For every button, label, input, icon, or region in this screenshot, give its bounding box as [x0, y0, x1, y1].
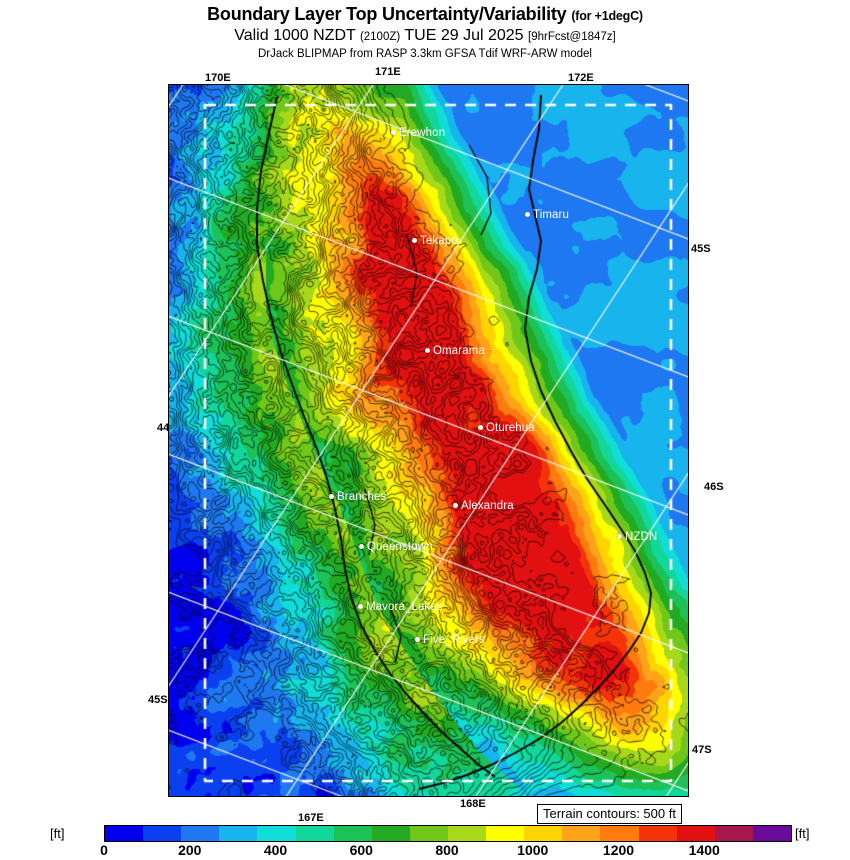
- city-dot-icon: [412, 238, 417, 244]
- city-dot-icon: [425, 348, 430, 354]
- city-marker[interactable]: Mavora_Lakes: [358, 598, 443, 616]
- lon-label-top: 170E: [205, 72, 231, 84]
- map-raster-layer: [169, 85, 688, 796]
- colorbar-tick: 0: [100, 842, 108, 858]
- valid-date: TUE 29 Jul 2025: [404, 27, 524, 44]
- colorbar-tick: 1000: [517, 842, 549, 858]
- colorbar-swatch: [219, 826, 258, 841]
- colorbar-swatch: [181, 826, 220, 841]
- city-dot-icon: [359, 544, 364, 550]
- model-source-line: DrJack BLIPMAP from RASP 3.3km GFSA Tdif…: [257, 48, 592, 60]
- city-dot-icon: [617, 534, 622, 540]
- lat-label-right: 46S: [704, 481, 724, 493]
- city-label: NZDN: [625, 530, 658, 543]
- colorbar-swatch: [295, 826, 334, 841]
- colorbar-swatch: [486, 826, 525, 841]
- colorbar-swatch: [752, 826, 791, 841]
- city-marker[interactable]: Erewhon: [391, 124, 445, 142]
- city-label: Five_Rivers: [423, 633, 485, 646]
- city-marker[interactable]: Branches: [329, 488, 386, 506]
- lat-label-right: 47S: [692, 744, 712, 756]
- city-dot-icon: [329, 494, 334, 500]
- city-marker[interactable]: NZDN: [617, 528, 657, 546]
- colorbar-tick: 800: [435, 842, 459, 858]
- city-label: Queenstown: [367, 540, 433, 553]
- title-main: Boundary Layer Top Uncertainty/Variabili…: [207, 4, 567, 24]
- page-title: Boundary Layer Top Uncertainty/Variabili…: [0, 4, 850, 26]
- colorbar-swatch: [524, 826, 563, 841]
- lon-label-top: 171E: [375, 66, 401, 78]
- city-marker[interactable]: Five_Rivers: [415, 631, 485, 649]
- lat-label-left: 45S: [148, 694, 168, 706]
- colorbar-swatch: [676, 826, 715, 841]
- city-dot-icon: [358, 604, 363, 610]
- colorbar-tick-labels: 0 200 400 600 800 1000 1200 1400: [100, 842, 792, 860]
- forecast-hour: [9hrFcst@1847z]: [528, 31, 616, 43]
- colorbar-tick: 1200: [602, 842, 635, 858]
- city-marker[interactable]: Omarama: [425, 342, 485, 360]
- valid-prefix: Valid 1000 NZDT: [234, 27, 356, 44]
- colorbar-unit-left: [ft]: [50, 826, 65, 841]
- city-label: Oturehua: [486, 421, 535, 434]
- colorbar-swatch: [447, 826, 487, 841]
- valid-time-line: Valid 1000 NZDT (2100Z) TUE 29 Jul 2025 …: [0, 26, 850, 47]
- colorbar-unit-right: [ft]: [795, 826, 810, 841]
- colorbar-swatch: [714, 826, 753, 841]
- colorbar-swatch: [409, 826, 448, 841]
- city-dot-icon: [415, 637, 420, 643]
- chart-header: Boundary Layer Top Uncertainty/Variabili…: [0, 0, 850, 61]
- colorbar-swatch: [562, 826, 601, 841]
- city-dot-icon: [525, 212, 530, 218]
- city-marker[interactable]: Oturehua: [478, 419, 535, 437]
- city-label: Timaru: [533, 208, 569, 221]
- colorbar-swatch: [600, 826, 639, 841]
- colorbar-tick: 1400: [688, 842, 720, 858]
- city-marker[interactable]: Queenstown: [359, 538, 433, 556]
- colorbar-swatch: [371, 826, 410, 841]
- colorbar-container: [ft] 0 200 400 600 800 1000 1200 1400 [ft]: [0, 820, 850, 860]
- city-dot-icon: [453, 503, 458, 509]
- colorbar-tick: 600: [349, 842, 373, 858]
- colorbar-scale[interactable]: [104, 825, 792, 842]
- colorbar-swatch: [257, 826, 296, 841]
- city-label: Alexandra: [461, 499, 514, 512]
- city-marker[interactable]: Alexandra: [453, 497, 514, 515]
- city-label: Tekapo: [420, 234, 458, 247]
- lon-label-bottom: 168E: [460, 798, 486, 810]
- terrain-contour-legend: Terrain contours: 500 ft: [537, 804, 682, 824]
- lat-label-right: 45S: [691, 243, 711, 255]
- valid-utc: (2100Z): [359, 31, 401, 43]
- city-label: Mavora_Lakes: [366, 600, 443, 613]
- colorbar-tick: 200: [178, 842, 202, 858]
- city-label: Omarama: [433, 344, 485, 357]
- city-marker[interactable]: Timaru: [525, 206, 569, 224]
- colorbar-swatch: [105, 826, 144, 841]
- city-label: Erewhon: [399, 126, 446, 139]
- city-dot-icon: [478, 425, 483, 431]
- city-marker[interactable]: Tekapo: [412, 232, 458, 250]
- title-suffix: (for +1degC): [571, 9, 643, 23]
- colorbar-swatch: [143, 826, 182, 841]
- colorbar-tick: 400: [263, 842, 288, 858]
- lon-label-bottom: 167E: [298, 812, 324, 824]
- city-label: Branches: [337, 490, 387, 503]
- colorbar-swatch: [638, 826, 677, 841]
- lon-label-top: 172E: [568, 72, 594, 84]
- city-dot-icon: [391, 130, 396, 136]
- weather-map[interactable]: Erewhon Timaru Tekapo Omarama Oturehua Branch…: [168, 84, 689, 797]
- colorbar-swatch: [333, 826, 372, 841]
